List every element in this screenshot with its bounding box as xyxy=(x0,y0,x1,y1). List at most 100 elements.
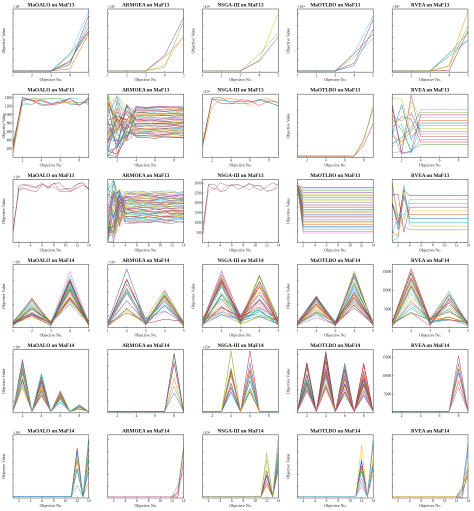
x-axis-label: Objective No. xyxy=(134,162,156,167)
y-tick-label: 1000 xyxy=(5,113,12,117)
subplot-6: MaOALO on MaF13 2 4 6 8 200 400 600 800 1000 1200 1… xyxy=(1,88,90,167)
series-line xyxy=(107,188,184,223)
series-line xyxy=(297,185,374,193)
y-tick-label: 1400 xyxy=(5,96,12,100)
x-tick-label: 6 xyxy=(420,499,422,503)
series-group xyxy=(297,105,374,157)
x-tick-label: 12 xyxy=(265,244,269,248)
series-line xyxy=(202,305,279,326)
axis-multiplier: ×10⁴ xyxy=(13,346,21,350)
x-tick-label: 4 xyxy=(325,159,327,163)
y-axis-label: Objective Value xyxy=(285,113,290,139)
x-tick-label: 14 xyxy=(87,244,91,248)
series-line xyxy=(202,182,279,236)
series-line xyxy=(107,289,184,325)
x-tick-label: 2 xyxy=(31,73,33,77)
x-tick-label: 5 xyxy=(183,73,185,77)
y-tick-label: 1000 xyxy=(194,221,201,225)
subplot-title: ARMOEA on MaF14 xyxy=(122,428,170,434)
subplot-2: ARMOEA on MaF13 ×10⁷ 1 2 3 4 5 Objective No. xyxy=(107,3,185,83)
series-line xyxy=(297,185,374,219)
x-tick-label: 2 xyxy=(306,159,308,163)
x-tick-label: 4 xyxy=(420,414,422,418)
x-tick-label: 1 xyxy=(12,73,14,77)
x-axis-label: Objective No. xyxy=(419,333,441,338)
x-tick-label: 8 xyxy=(337,499,339,503)
x-tick-label: 6 xyxy=(231,499,233,503)
x-axis-label: Objective No. xyxy=(40,248,62,253)
axis-multiplier: ×10⁴ xyxy=(297,5,305,9)
series-line xyxy=(107,103,184,145)
subplot-23: NSGA-III on MaF14 ×10⁴ 2 4 6 8 xyxy=(202,343,279,418)
y-axis-label: Objective Value xyxy=(285,28,290,54)
x-tick-label: 8 xyxy=(268,414,270,418)
x-tick-label: 4 xyxy=(41,159,43,163)
x-tick-label: 14 xyxy=(466,499,470,503)
x-tick-label: 2 xyxy=(410,73,412,77)
series-line xyxy=(107,210,184,234)
series-line xyxy=(392,123,468,155)
series-line xyxy=(392,189,468,224)
series-line xyxy=(13,366,89,413)
series-line xyxy=(392,199,468,235)
x-tick-label: 2 xyxy=(315,329,317,333)
x-tick-label: 4 xyxy=(409,499,411,503)
x-tick-label: 8 xyxy=(173,414,175,418)
series-line xyxy=(297,185,374,217)
series-line xyxy=(13,97,89,151)
series-line xyxy=(107,190,184,213)
subplot-title: RVEA on MaF14 xyxy=(411,258,450,264)
series-line xyxy=(13,97,89,143)
x-tick-label: 2 xyxy=(126,73,128,77)
series-line xyxy=(202,285,279,326)
subplot-title: MaOALO on MaF14 xyxy=(28,428,75,434)
x-tick-label: 4 xyxy=(164,73,166,77)
series-line xyxy=(107,195,184,217)
series-line xyxy=(392,120,468,143)
x-tick-label: 3 xyxy=(240,73,242,77)
series-line xyxy=(392,104,468,141)
x-tick-label: 10 xyxy=(253,244,257,248)
x-tick-label: 4 xyxy=(230,414,232,418)
x-tick-label: 1 xyxy=(202,329,204,333)
x-tick-label: 10 xyxy=(64,499,68,503)
plot-frame xyxy=(202,8,279,73)
subplot-17: ARMOEA on MaF14 ×10⁵ 1 2 3 4 5 Objective No. xyxy=(107,258,185,338)
x-tick-label: 2 xyxy=(116,159,118,163)
x-axis-label: Objective No. xyxy=(324,77,346,82)
plot-frame xyxy=(107,349,184,414)
series-line xyxy=(107,101,184,130)
series-line xyxy=(392,185,468,242)
subplot-30: RVEA on MaF14 2 4 6 8 10 12 14 Objective No. xyxy=(391,428,470,508)
axis-multiplier: ×10⁴ xyxy=(203,431,211,435)
x-tick-label: 4 xyxy=(230,159,232,163)
x-tick-label: 1 xyxy=(202,73,204,77)
x-tick-label: 8 xyxy=(148,499,150,503)
axis-multiplier: ×10⁸ xyxy=(392,5,400,9)
x-tick-label: 8 xyxy=(268,159,270,163)
series-line xyxy=(202,298,279,323)
axis-multiplier: ×10⁵ xyxy=(108,261,116,265)
series-group xyxy=(202,270,279,326)
y-axis-label: Objective Value xyxy=(285,368,290,394)
series-line xyxy=(107,105,184,122)
series-line xyxy=(297,185,374,190)
x-tick-label: 2 xyxy=(315,73,317,77)
x-tick-label: 8 xyxy=(363,414,365,418)
series-group xyxy=(13,97,89,154)
series-line xyxy=(13,300,89,326)
x-tick-label: 12 xyxy=(455,244,459,248)
series-line xyxy=(202,97,279,145)
plot-frame xyxy=(202,349,279,414)
series-line xyxy=(297,185,374,197)
series-line xyxy=(297,373,374,413)
x-axis-label: Objective No. xyxy=(229,248,251,253)
series-group xyxy=(107,94,184,157)
x-tick-label: 5 xyxy=(467,73,469,77)
series-line xyxy=(107,99,184,139)
series-line xyxy=(107,195,184,237)
x-tick-label: 8 xyxy=(53,499,55,503)
y-tick-label: 800 xyxy=(7,121,13,125)
x-axis-label: Objective No. xyxy=(134,77,156,82)
